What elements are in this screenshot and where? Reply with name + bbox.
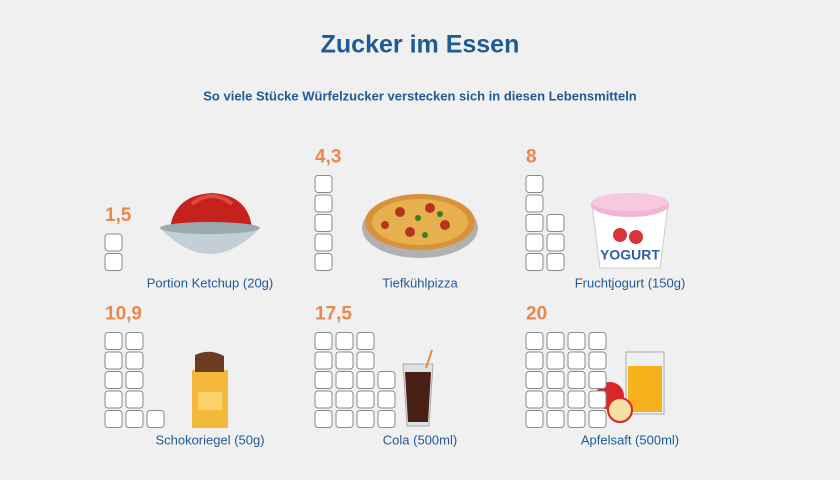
sugar-cube	[104, 371, 123, 389]
sugar-cube	[546, 214, 565, 232]
pizza-illustration	[362, 194, 478, 258]
sugar-cube	[314, 371, 333, 389]
sugar-cube	[567, 390, 586, 409]
sugar-cube	[525, 410, 544, 428]
chart-title: Zucker im Essen	[321, 31, 520, 59]
sugar-cube	[125, 410, 144, 428]
sugar-cube	[588, 371, 607, 389]
sugar-cube	[335, 351, 354, 370]
value-label: 17,5	[315, 304, 352, 325]
sugar-cube	[377, 371, 396, 389]
category-label: Schokoriegel (50g)	[155, 432, 264, 447]
value-label: 1,5	[105, 205, 132, 226]
sugar-cube	[546, 390, 565, 409]
sugar-cube	[104, 233, 123, 252]
chocolate-illustration	[192, 351, 228, 428]
sugar-cube-stack	[104, 332, 165, 428]
sugar-cube	[314, 351, 333, 370]
sugar-cube	[525, 214, 544, 232]
sugar-cube	[546, 332, 565, 350]
sugar-cube	[588, 390, 607, 409]
sugar-cube	[314, 332, 333, 350]
sugar-cube	[546, 410, 565, 428]
category-label: Fruchtjogurt (150g)	[575, 275, 686, 290]
sugar-cube	[356, 332, 375, 350]
sugar-cube	[567, 351, 586, 370]
sugar-cube	[104, 253, 123, 271]
sugar-cube	[525, 390, 544, 409]
sugar-cube	[377, 410, 396, 428]
sugar-cube	[104, 351, 123, 370]
sugar-cube	[588, 332, 607, 350]
sugar-cube	[125, 351, 144, 370]
sugar-cube	[314, 214, 333, 232]
value-label: 8	[526, 147, 537, 168]
sugar-cube	[335, 410, 354, 428]
sugar-cube	[525, 351, 544, 370]
category-label: Cola (500ml)	[383, 432, 457, 447]
sugar-cube	[125, 371, 144, 389]
sugar-cube	[546, 351, 565, 370]
sugar-cube	[356, 371, 375, 389]
sugar-cube	[525, 175, 544, 193]
sugar-cube	[314, 410, 333, 428]
sugar-cube	[314, 194, 333, 213]
sugar-cube	[314, 253, 333, 271]
sugar-cube	[335, 371, 354, 389]
value-label: 10,9	[105, 304, 142, 325]
sugar-cube	[525, 371, 544, 389]
category-label: Apfelsaft (500ml)	[581, 432, 679, 447]
sugar-cube-stack	[104, 233, 123, 271]
juice-illustration	[596, 351, 665, 423]
yogurt-illustration: YOGURT	[591, 193, 669, 269]
sugar-cube	[567, 371, 586, 389]
sugar-cube	[146, 410, 165, 428]
sugar-cube	[335, 390, 354, 409]
sugar-cube	[377, 390, 396, 409]
sugar-cube	[546, 233, 565, 252]
sugar-cube	[546, 371, 565, 389]
sugar-cube	[567, 332, 586, 350]
sugar-cube	[125, 332, 144, 350]
sugar-cube	[104, 390, 123, 409]
sugar-cube-stack	[314, 332, 396, 428]
sugar-cube	[314, 175, 333, 193]
chart-subtitle: So viele Stücke Würfelzucker verstecken …	[203, 88, 637, 103]
category-label: Tiefkühlpizza	[382, 275, 458, 290]
svg-text:YOGURT: YOGURT	[600, 247, 660, 263]
sugar-cube-stack	[525, 175, 565, 271]
sugar-cube	[588, 351, 607, 370]
sugar-cube	[525, 233, 544, 252]
sugar-cube	[356, 390, 375, 409]
sugar-cube	[104, 332, 123, 350]
value-label: 20	[526, 304, 547, 325]
cola-illustration	[402, 349, 434, 427]
sugar-cube	[104, 410, 123, 428]
sugar-cube	[335, 332, 354, 350]
sugar-cube	[525, 332, 544, 350]
sugar-cube	[588, 410, 607, 428]
sugar-cube	[567, 410, 586, 428]
sugar-cube	[546, 253, 565, 271]
sugar-cube	[356, 351, 375, 370]
sugar-cube	[314, 390, 333, 409]
ketchup-illustration	[160, 193, 260, 254]
sugar-cube	[356, 410, 375, 428]
value-label: 4,3	[315, 147, 341, 168]
sugar-cube	[314, 233, 333, 252]
sugar-cube	[525, 194, 544, 213]
sugar-cube-stack	[525, 332, 607, 428]
category-label: Portion Ketchup (20g)	[147, 275, 273, 290]
sugar-cube-stack	[314, 175, 333, 271]
sugar-cube	[525, 253, 544, 271]
sugar-cube	[125, 390, 144, 409]
